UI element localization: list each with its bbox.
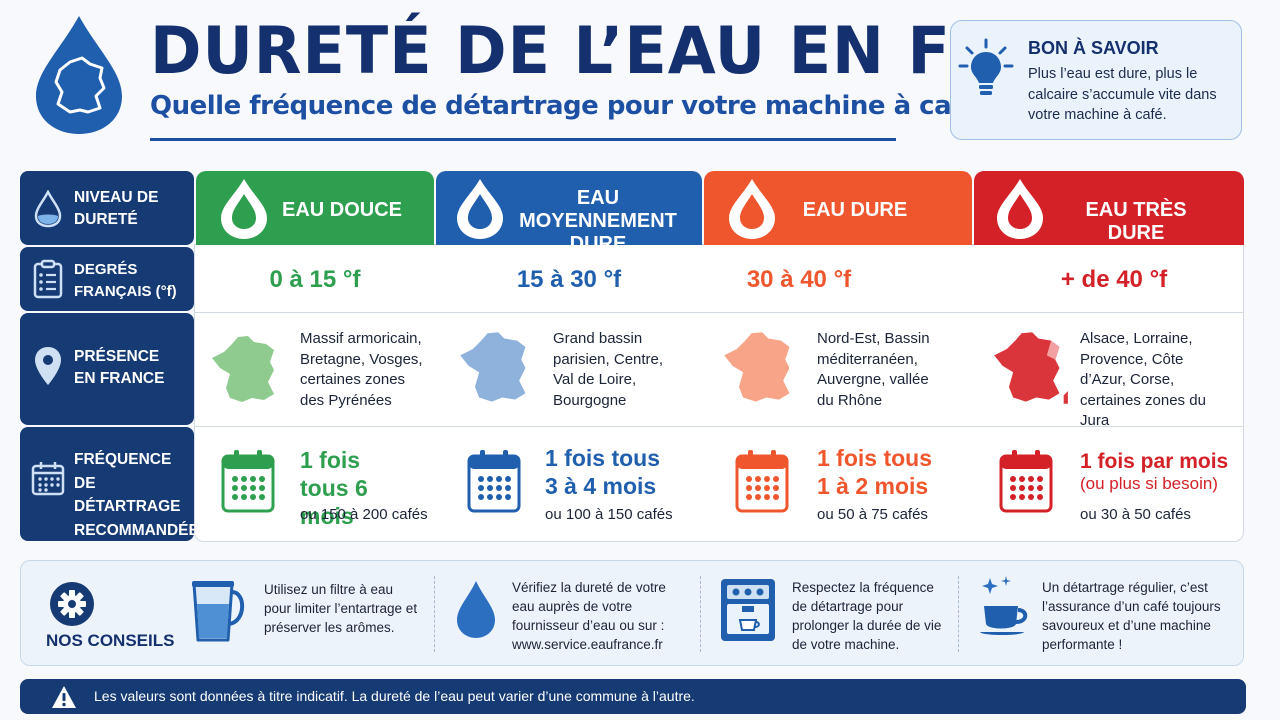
- row-label-presence-text: PRÉSENCE EN FRANCE: [74, 348, 165, 387]
- red-water-drop-icon: [997, 179, 1043, 239]
- regions-dure: Nord-Est, Bassin méditerranéen, Auvergne…: [817, 330, 930, 409]
- conseil-text-regulier: Un détartrage régulier, c’est l’assuranc…: [1042, 580, 1221, 652]
- frequency-dure: 1 fois tous 1 à 2 mois: [817, 445, 933, 499]
- row-label-frequence: [20, 427, 194, 541]
- cafes-douce: ou 150 à 200 cafés: [300, 506, 428, 523]
- france-map-green: [212, 336, 274, 402]
- row-label-niveau: [20, 171, 194, 245]
- footer-text: Les valeurs sont données à titre indicat…: [94, 688, 695, 704]
- calendar-blue-icon: [467, 450, 521, 513]
- degrees-douce: 0 à 15 °f: [269, 266, 361, 293]
- degrees-tres-dure: + de 40 °f: [1060, 266, 1168, 293]
- lightbulb-icon: [958, 38, 1014, 95]
- location-pin-icon: [35, 347, 61, 385]
- blue-water-drop-icon: [457, 179, 503, 239]
- row-label-degres: [20, 247, 194, 311]
- tip-title: BON À SAVOIR: [1028, 38, 1159, 58]
- frequency-tres-dure: 1 fois par mois: [1080, 450, 1229, 473]
- water-drop-icon: [34, 190, 62, 228]
- row-label-degres-text: DEGRÉS FRANÇAIS (°f): [74, 261, 177, 300]
- conseils-title: NOS CONSEILS: [46, 631, 175, 650]
- degrees-dure: 30 à 40 °f: [746, 266, 852, 293]
- page-subtitle: Quelle fréquence de détartrage pour votr…: [150, 91, 1003, 121]
- frequency-note-tres-dure: (ou plus si besoin): [1080, 474, 1218, 493]
- footer-disclaimer-bar: [20, 679, 1246, 714]
- conseils-box: [20, 560, 1244, 666]
- calendar-green-icon: [221, 450, 275, 513]
- france-map-blue: [460, 332, 526, 402]
- level-label-douce: EAU DOUCE: [281, 199, 402, 221]
- frequency-moyenne: 1 fois tous 3 à 4 mois: [545, 445, 661, 499]
- calendar-icon: [31, 462, 65, 496]
- conseil-text-frequence: Respectez la fréquence de détartrage pou…: [792, 580, 942, 652]
- green-water-drop-icon: [221, 179, 267, 239]
- cafes-tres-dure: ou 30 à 50 cafés: [1080, 506, 1191, 523]
- level-label-dure: EAU DURE: [802, 199, 908, 221]
- conseils-divider: [434, 576, 435, 652]
- warning-icon: [52, 686, 76, 708]
- cafes-moyenne: ou 100 à 150 cafés: [545, 506, 673, 523]
- orange-water-drop-icon: [729, 179, 775, 239]
- degrees-moyenne: 15 à 30 °f: [516, 266, 622, 293]
- level-label-moyenne: EAU MOYENNEMENT DURE: [519, 187, 677, 255]
- regions-tres-dure: Alsace, Lorraine, Provence, Côte d’Azur,…: [1080, 330, 1206, 429]
- regions-moyenne: Grand bassin parisien, Centre, Val de Lo…: [553, 330, 664, 409]
- water-drop-icon: [457, 581, 495, 638]
- conseil-text-verifier: Vérifiez la dureté de votre eau auprès d…: [512, 580, 666, 652]
- bon-a-savoir-box: [950, 20, 1242, 140]
- row-label-frequence-text: FRÉQUENCE DE DÉTARTRAGE RECOMMANDÉE: [74, 451, 199, 539]
- gear-icon: [50, 582, 94, 626]
- row-label-niveau-text: NIVEAU DE DURETÉ: [74, 189, 159, 228]
- calendar-red-icon: [999, 450, 1053, 513]
- calendar-orange-icon: [735, 450, 789, 513]
- regions-douce: Massif armoricain, Bretagne, Vosges, cer…: [300, 330, 423, 409]
- level-label-tres-dure: EAU TRÈS DURE: [1085, 199, 1187, 244]
- france-water-drop-logo: [36, 16, 122, 134]
- conseil-text-filtre: Utilisez un filtre à eau pour limiter l’…: [264, 582, 418, 635]
- france-map-red: [994, 332, 1068, 404]
- clipboard-list-icon: [33, 259, 63, 299]
- tip-text: Plus l’eau est dure, plus le calcaire s’…: [1028, 66, 1217, 123]
- coffee-cup-icon: [980, 576, 1028, 635]
- cafes-dure: ou 50 à 75 cafés: [817, 506, 928, 523]
- water-filter-pitcher-icon: [192, 581, 245, 642]
- coffee-machine-icon: [721, 579, 775, 641]
- france-map-orange: [724, 332, 790, 402]
- conseils-divider: [958, 576, 959, 652]
- conseils-divider: [700, 576, 701, 652]
- frequency-douce: 1 fois tous 6 mois: [300, 447, 368, 529]
- title-underline: [150, 138, 896, 141]
